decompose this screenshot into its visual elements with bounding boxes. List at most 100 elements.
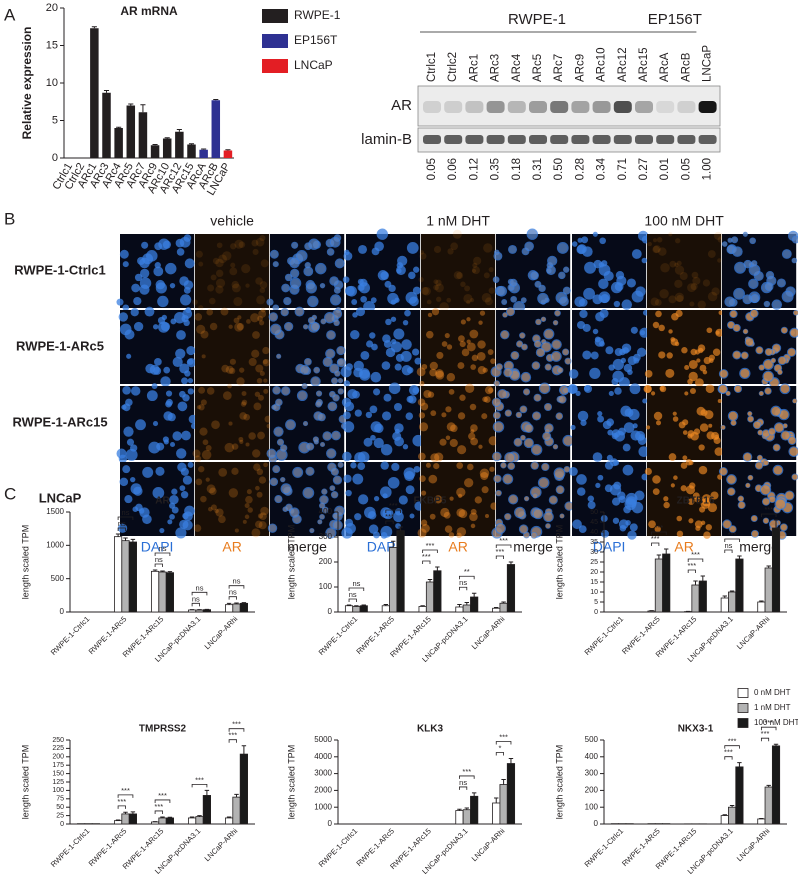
nucleus: [531, 361, 541, 370]
ar-signal: [773, 465, 783, 475]
error-bar: [766, 565, 771, 568]
ar-signal: [335, 506, 344, 516]
ar-signal: [422, 286, 431, 296]
bar: [389, 547, 398, 613]
bar: [199, 149, 208, 158]
ar-signal: [734, 385, 742, 393]
blot-strip: [417, 85, 721, 127]
ar-signal: [714, 231, 723, 240]
nucleus: [514, 506, 526, 519]
ar-signal: [733, 247, 742, 256]
micrograph: [266, 234, 345, 311]
micrograph: [266, 383, 348, 463]
nucleus: [170, 318, 177, 325]
ar-signal: [478, 444, 483, 449]
ar-signal: [501, 299, 507, 305]
ar-signal: [416, 367, 426, 377]
ar-signal: [245, 495, 253, 504]
ar-signal: [511, 351, 519, 359]
y-tick-label: 300: [585, 769, 599, 778]
ar-signal: [471, 268, 477, 273]
ar-signal: [688, 460, 694, 466]
nucleus: [130, 308, 139, 317]
ar-signal: [216, 242, 223, 249]
ar-signal: [419, 475, 426, 483]
nucleus: [352, 473, 364, 485]
ar-signal: [333, 476, 342, 484]
ar-signal: [536, 348, 545, 357]
ar-signal: [470, 437, 479, 446]
y-tick-label: 25: [56, 812, 64, 819]
error-bar: [729, 590, 735, 592]
ar-signal: [252, 449, 261, 458]
ar-signal: [488, 287, 495, 294]
x-tick-label: RWPE-1-Ctrlc1: [317, 614, 360, 657]
nucleus: [343, 251, 353, 261]
nucleus: [330, 467, 339, 476]
ar-signal: [201, 354, 206, 359]
micrograph: [643, 384, 724, 461]
ar-signal: [650, 297, 659, 306]
error-bar: [167, 816, 173, 818]
nucleus: [329, 485, 336, 492]
micrograph: [717, 383, 798, 462]
nucleus: [341, 397, 352, 407]
ar-signal: [556, 486, 564, 494]
ar-signal: [337, 358, 346, 367]
micrograph: [492, 228, 571, 313]
ar-signal: [202, 439, 209, 446]
ar-band: [613, 101, 632, 113]
ar-signal: [562, 349, 569, 355]
ar-signal: [444, 525, 453, 533]
ar-signal: [302, 383, 307, 389]
nucleus: [555, 485, 565, 495]
bar: [90, 28, 99, 158]
nucleus: [408, 271, 416, 280]
ar-signal: [743, 295, 752, 304]
x-tick-label: RWPE-1-Ctrlc1: [583, 614, 626, 657]
ar-signal: [477, 340, 486, 349]
nucleus: [542, 431, 552, 441]
ar-signal: [792, 258, 797, 263]
x-tick-label: LNCaP-ARhi: [735, 826, 772, 863]
micrograph-bg: [647, 310, 722, 384]
ar-signal: [256, 468, 264, 476]
ar-signal: [230, 262, 236, 268]
nucleus: [369, 332, 376, 339]
ar-signal: [755, 462, 763, 469]
ar-signal: [255, 520, 263, 529]
significance-bracket: [495, 741, 512, 745]
nucleus: [495, 489, 502, 497]
nucleus: [309, 527, 315, 534]
ar-signal: [760, 485, 771, 495]
ar-signal: [549, 496, 557, 504]
nucleus: [302, 324, 309, 330]
lane-label: ARcA: [659, 52, 671, 82]
ar-signal: [675, 238, 681, 244]
nucleus: [152, 421, 159, 427]
ar-band: [444, 101, 463, 113]
ar-signal: [238, 436, 244, 442]
nucleus: [595, 482, 601, 488]
x-tick-label: RWPE-1-Ctrlc1: [317, 826, 360, 869]
error-bar: [361, 604, 366, 606]
nucleus: [187, 377, 194, 384]
ar-signal: [420, 402, 429, 411]
bar: [114, 536, 123, 613]
ar-signal: [660, 262, 670, 273]
nucleus: [172, 356, 183, 368]
error-bar: [241, 602, 247, 604]
ar-signal: [490, 358, 496, 364]
ar-signal: [745, 338, 754, 346]
nucleus: [165, 262, 177, 275]
nucleus: [276, 438, 285, 446]
nucleus: [390, 316, 397, 322]
ar-signal: [231, 280, 240, 289]
nucleus: [562, 434, 574, 447]
nucleus: [140, 268, 150, 278]
ar-signal: [763, 460, 769, 466]
nucleus: [611, 497, 621, 506]
micrograph: [193, 462, 270, 538]
nucleus: [771, 299, 783, 310]
bar: [175, 131, 184, 158]
